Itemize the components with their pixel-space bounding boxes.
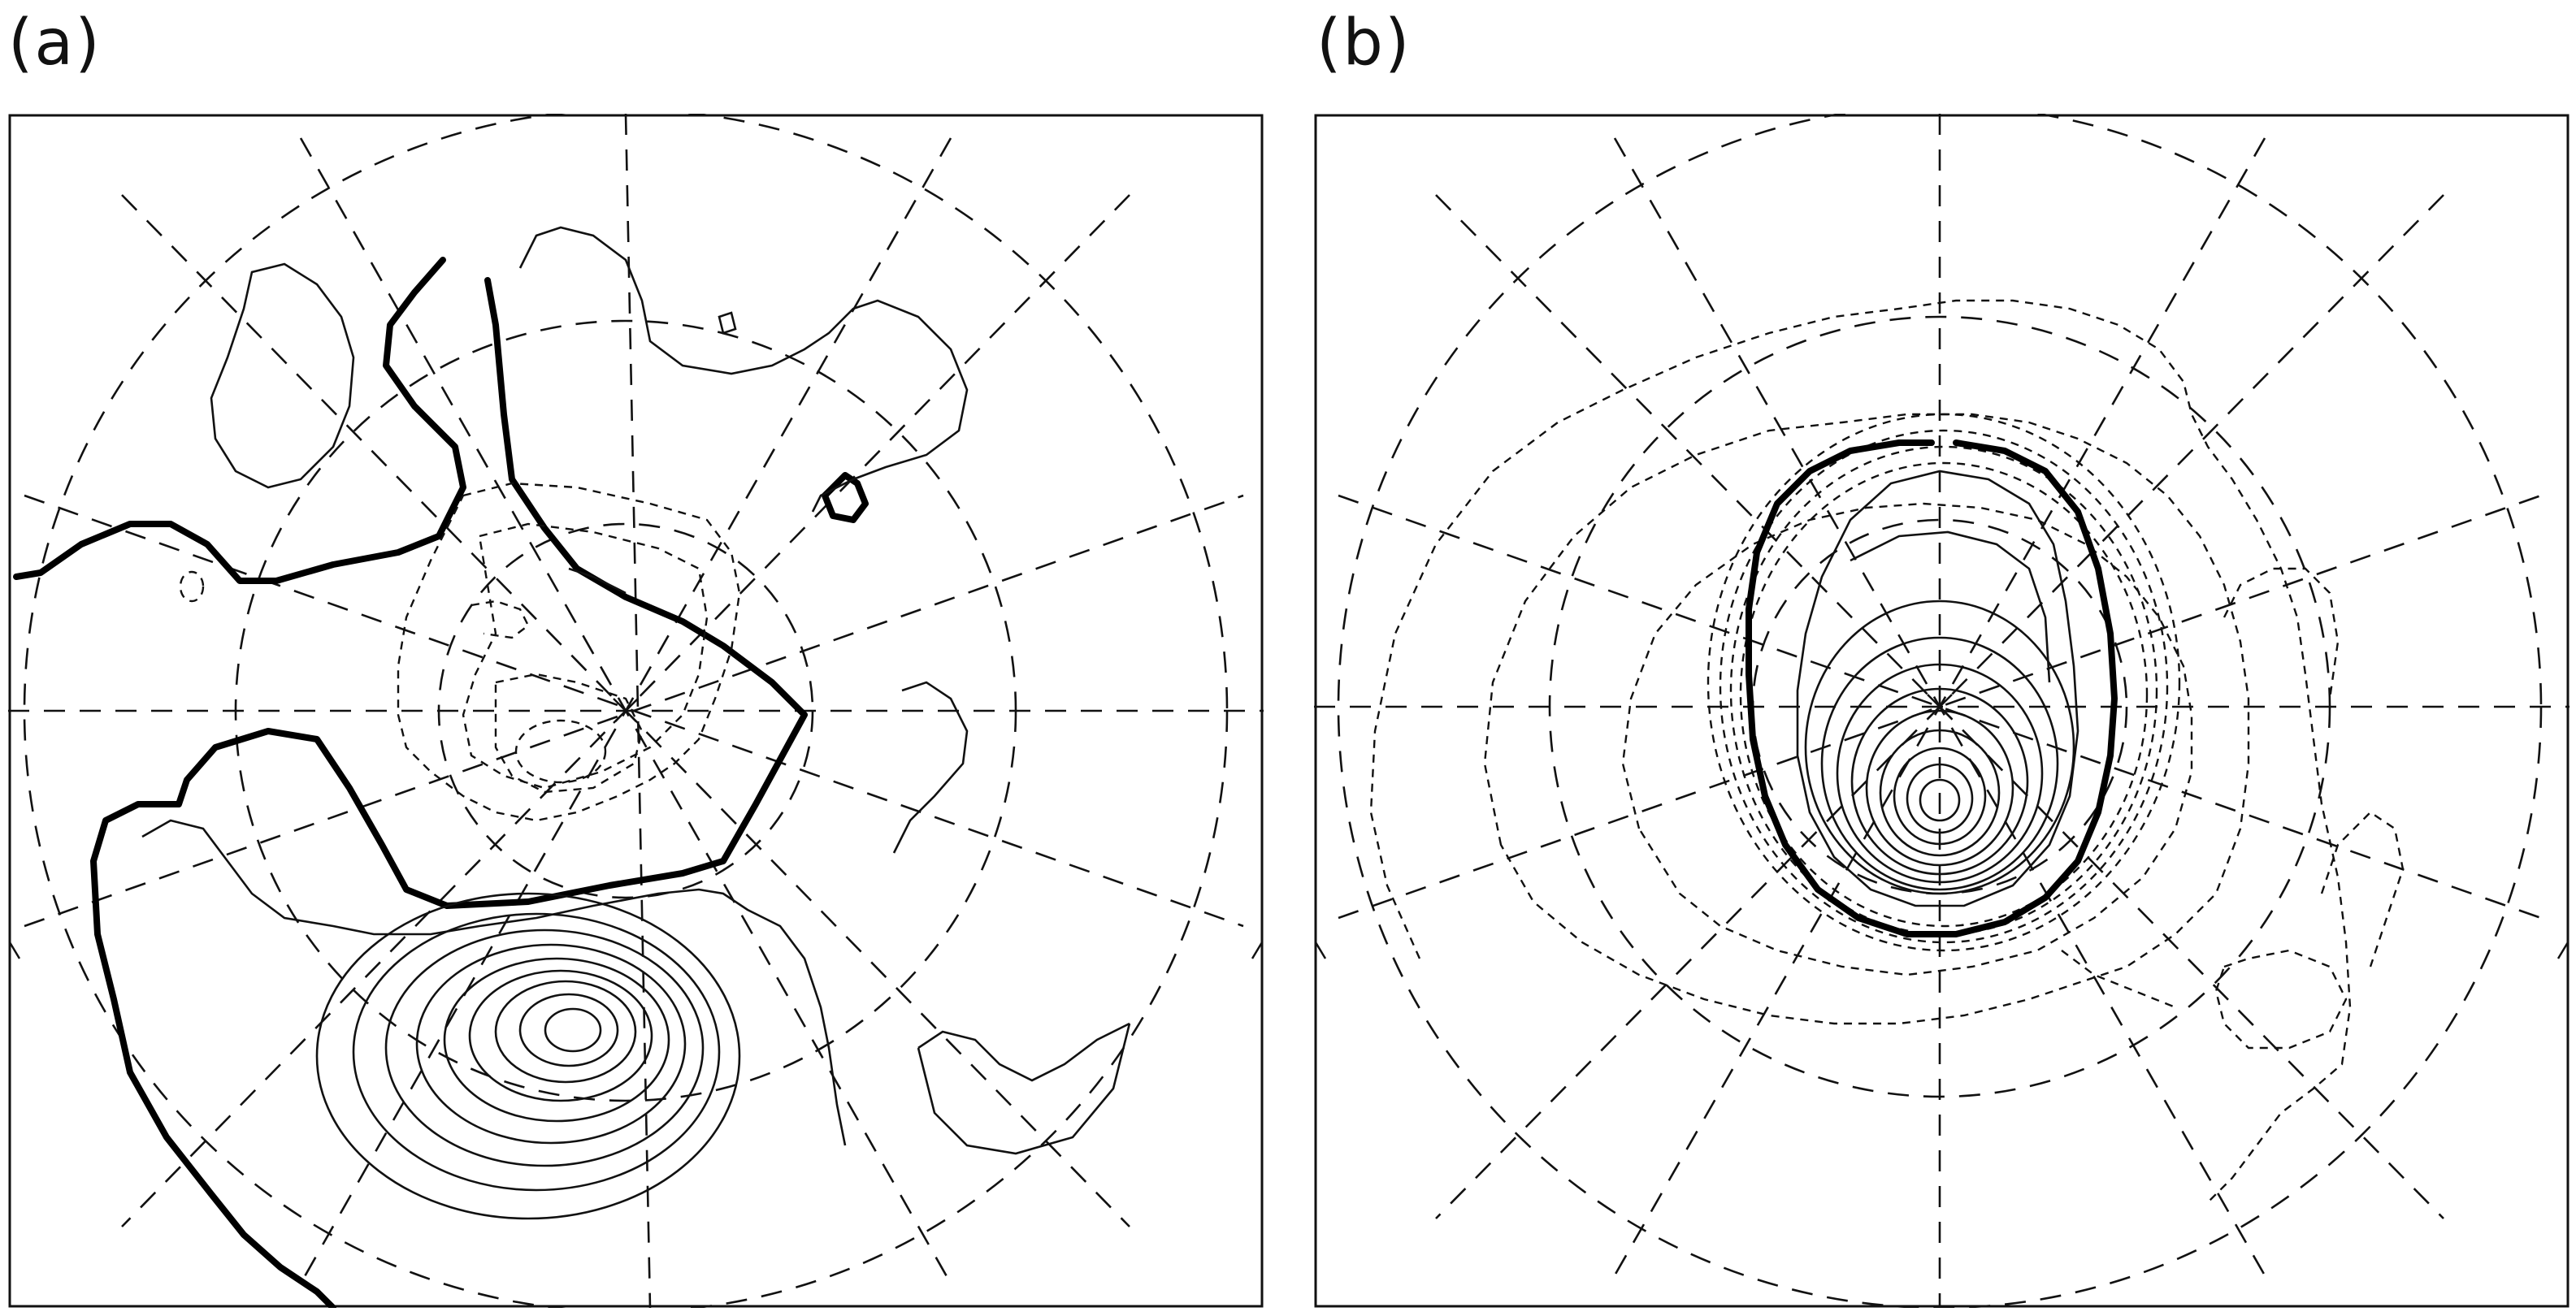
positive-contour-ring [1893,747,1987,846]
negative-contour [1369,299,2352,1203]
panel-b-frame [1314,114,2569,1308]
panel-b-edge-ticks [1314,942,2569,959]
positive-contour [568,567,627,595]
negative-contour-ring [1719,429,2169,944]
negative-contour-small [514,719,607,784]
positive-contour-ring [384,929,705,1167]
positive-contour-ring [443,957,670,1123]
positive-contour-ring [415,943,687,1145]
meridian-line [24,494,1244,928]
positive-contour [917,1022,1130,1082]
positive-contour [141,819,847,1146]
negative-contour [2223,567,2340,699]
positive-contour-ring [1919,778,1961,822]
panel-b-contours [1369,299,2405,1203]
panel-a-label: (a) [8,6,102,80]
positive-contour [917,1023,1131,1155]
positive-contour-ring [1820,636,2059,891]
positive-contour [518,226,969,513]
negative-contour [2214,949,2348,1050]
positive-contour-ring [1865,709,2014,867]
panel-a-contours [13,226,1131,1308]
panel-a-edge-ticks [8,942,1264,959]
negative-contour [1621,502,2193,976]
positive-contour-ring [352,912,721,1192]
positive-contour-ring [1906,763,1974,834]
negative-contour-ring [1739,461,2149,928]
negative-contour [2320,811,2405,968]
positive-contour-ring [544,1007,602,1053]
positive-contour-small [718,311,737,335]
pole-marker [613,698,639,724]
negative-contour [462,522,709,790]
positive-contour-ring [518,993,619,1067]
negative-contour [2061,950,2176,1009]
positive-contour [210,262,355,489]
negative-contour-small [179,570,205,603]
zero-contour-small [822,472,869,523]
positive-contour-ring [494,980,637,1084]
positive-contour-ring [1879,729,2001,857]
positive-contour-ring [315,892,741,1220]
positive-contour-ring [468,969,653,1102]
zero-contour [13,257,466,584]
positive-contour [1850,530,2051,683]
panel-a-graticule [8,114,1264,1308]
panel-a-map [8,114,1264,1308]
panel-b-map [1314,114,2569,1308]
panel-b-label: (b) [1316,6,1412,80]
negative-contour [397,482,741,822]
positive-contour [892,681,969,854]
positive-contour-ring [1836,663,2044,884]
negative-contour [471,600,530,639]
positive-contour-ring [1850,687,2029,876]
meridian-line [624,114,652,1308]
pole-marker [1927,694,1953,720]
zero-contour [1746,439,2118,937]
negative-contour [1483,413,2250,1025]
positive-contour-ring [1804,600,2075,895]
negative-contour-ring [1706,413,2181,952]
positive-contour [1796,470,2079,907]
zero-contour [90,277,808,1308]
